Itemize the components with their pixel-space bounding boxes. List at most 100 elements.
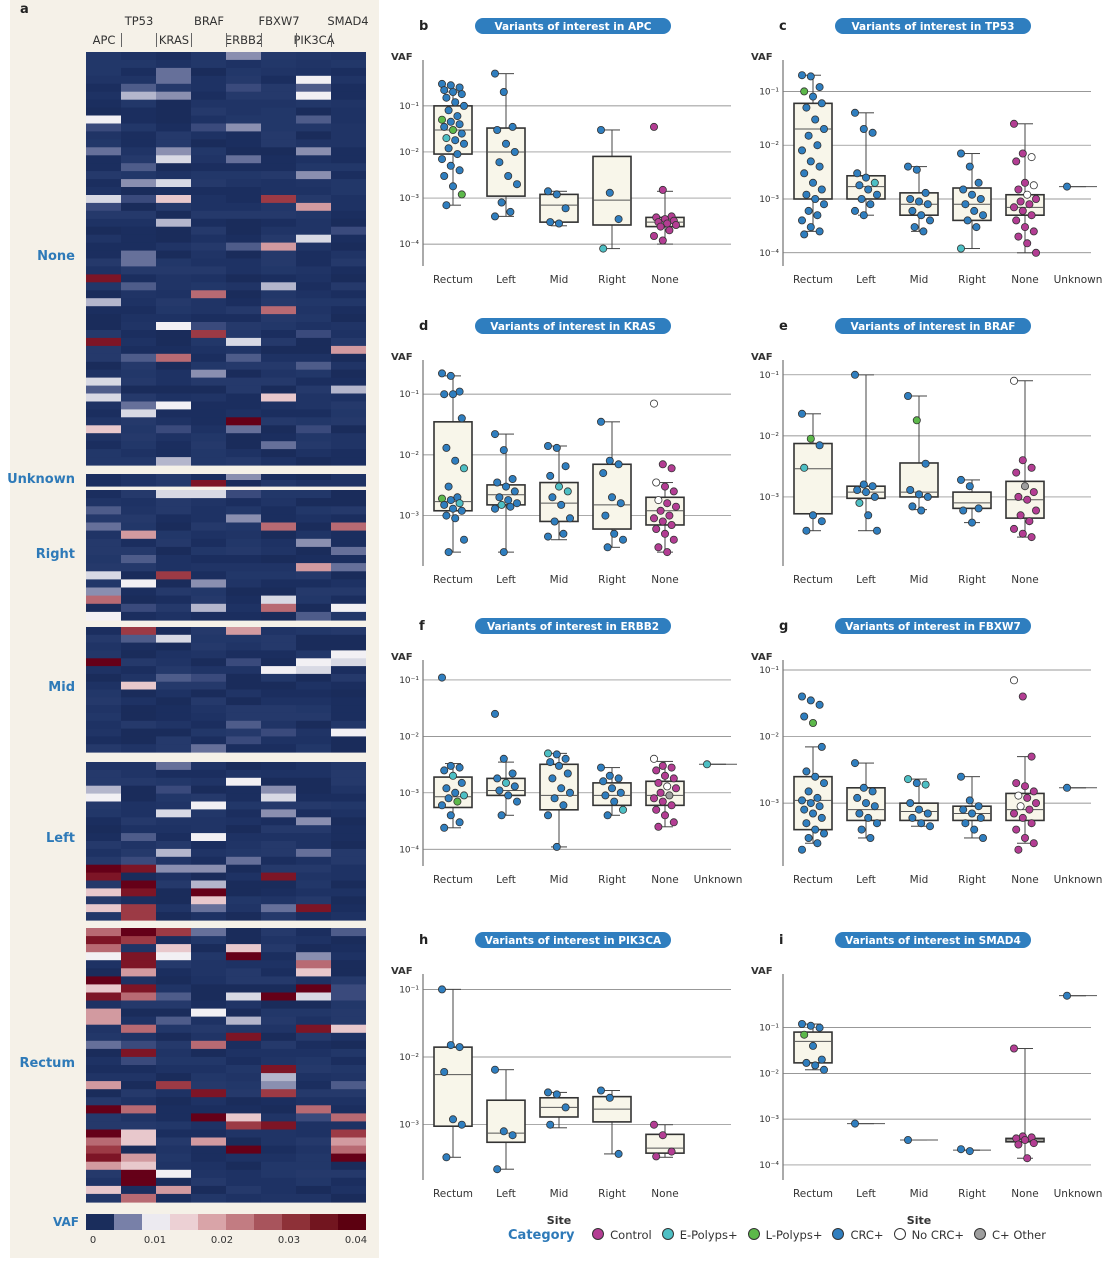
x-tick-label: None	[1011, 874, 1038, 886]
heatmap-cell	[296, 163, 331, 172]
heatmap-cell	[296, 99, 331, 109]
heatmap-cell	[156, 306, 191, 315]
data-point	[495, 158, 504, 167]
data-point	[864, 511, 873, 520]
y-tick-label: 10⁻³	[399, 789, 419, 799]
heatmap-cell	[226, 762, 261, 771]
data-point	[654, 822, 663, 831]
legend-title: Category	[508, 1228, 575, 1243]
heatmap-cell	[331, 992, 366, 1002]
heatmap-cell	[296, 330, 331, 339]
heatmap-cell	[121, 992, 156, 1002]
heatmap-cell	[191, 833, 226, 842]
heatmap-cell	[331, 202, 366, 212]
heatmap-cell	[156, 1129, 191, 1139]
heatmap-cell	[296, 474, 331, 481]
heatmap-cell	[226, 361, 261, 371]
heatmap-cell	[121, 91, 156, 101]
data-point	[1014, 185, 1023, 194]
data-point	[853, 793, 862, 802]
heatmap-cell	[261, 490, 296, 499]
heatmap-cell	[86, 1153, 121, 1163]
legend-item: CRC+	[832, 1228, 884, 1242]
panel-letter: g	[779, 619, 788, 634]
heatmap-cell	[331, 896, 366, 905]
data-point	[809, 178, 818, 187]
heatmap-cell	[156, 571, 191, 580]
chart-title: Variants of interest in ERBB2	[487, 621, 659, 633]
heatmap-cell	[261, 514, 296, 524]
heatmap-cell	[331, 681, 366, 691]
heatmap-cell	[156, 777, 191, 787]
heatmap-cell	[86, 1040, 121, 1050]
data-point	[656, 506, 665, 515]
y-axis-label: VAF	[751, 966, 773, 977]
heatmap-cell	[86, 417, 121, 426]
data-point	[546, 758, 555, 767]
heatmap-cell	[191, 1097, 226, 1106]
heatmap-cell	[121, 322, 156, 331]
heatmap-cell	[226, 1032, 261, 1042]
data-point	[1023, 239, 1032, 248]
heatmap-cell	[191, 736, 226, 745]
heatmap-cell	[156, 67, 191, 77]
heatmap-cell	[331, 330, 366, 339]
heatmap-cell	[226, 417, 261, 426]
heatmap-cell	[86, 441, 121, 450]
data-point	[903, 1135, 912, 1144]
heatmap-cell	[331, 52, 366, 61]
data-point	[820, 829, 829, 838]
heatmap-cell	[226, 1105, 261, 1114]
heatmap-cell	[191, 530, 226, 540]
heatmap-cell	[331, 833, 366, 842]
x-tick-label: Left	[496, 274, 516, 286]
heatmap-cell	[156, 650, 191, 659]
heatmap-cell	[261, 1056, 296, 1066]
colorbar-swatch	[226, 1214, 254, 1230]
heatmap-cell	[226, 744, 261, 753]
heatmap-cell	[261, 522, 296, 532]
heatmap-cell	[261, 720, 296, 730]
heatmap-cell	[121, 1008, 156, 1018]
data-point	[667, 464, 676, 473]
data-point	[1014, 845, 1023, 854]
heatmap-cell	[191, 841, 226, 850]
heatmap-cell	[121, 603, 156, 613]
data-point	[559, 529, 568, 538]
heatmap-cell	[86, 457, 121, 466]
heatmap-cell	[261, 202, 296, 212]
y-tick-label: 10⁻¹	[759, 666, 779, 676]
heatmap-cell	[261, 1193, 296, 1203]
x-tick-label: Left	[496, 1188, 516, 1200]
heatmap-cell	[226, 777, 261, 787]
gene-separator	[226, 33, 227, 47]
heatmap-cell	[296, 571, 331, 580]
heatmap-cell	[156, 187, 191, 196]
data-point	[563, 487, 572, 496]
heatmap-cell	[156, 425, 191, 434]
heatmap-cell	[191, 984, 226, 994]
heatmap-cell	[296, 1185, 331, 1195]
heatmap-cell	[191, 896, 226, 905]
heatmap-cell	[261, 330, 296, 339]
data-point	[548, 493, 557, 502]
x-tick-label: Left	[856, 1188, 876, 1200]
data-point	[1012, 779, 1021, 788]
data-point	[658, 517, 667, 526]
heatmap-cell	[331, 1040, 366, 1050]
heatmap-cell	[86, 490, 121, 499]
heatmap-cell	[191, 59, 226, 69]
data-point	[497, 500, 506, 509]
data-point	[914, 490, 923, 499]
heatmap-cell	[226, 385, 261, 395]
heatmap-cell	[86, 856, 121, 866]
data-point	[460, 139, 469, 148]
heatmap-cell	[226, 322, 261, 331]
data-point	[857, 194, 866, 203]
heatmap-cell	[296, 912, 331, 921]
heatmap-cell	[156, 1048, 191, 1058]
data-point	[446, 81, 455, 90]
heatmap-cell	[156, 801, 191, 810]
data-point	[442, 201, 451, 210]
heatmap-cell	[86, 75, 121, 85]
